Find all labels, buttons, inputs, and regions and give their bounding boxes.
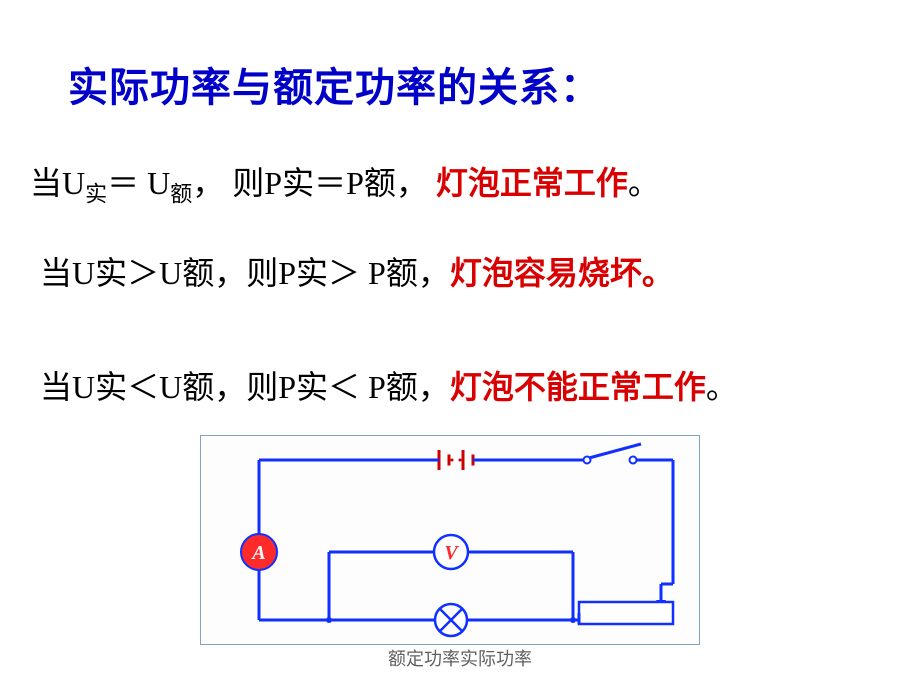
sub-shi: 实 xyxy=(85,181,107,206)
text: ＝ U xyxy=(107,165,170,201)
relation-line-less: 当U实＜U额，则P实＜ P额，灯泡不能正常工作。 xyxy=(40,362,738,408)
text: 。 xyxy=(628,165,660,201)
page-title: 实际功率与额定功率的关系： xyxy=(68,55,601,113)
text: ， 则P实＝P额， xyxy=(192,165,436,201)
text: 当U实＜U额，则P实＜ P额， xyxy=(40,369,450,405)
text: 当U xyxy=(30,165,85,201)
circuit-diagram: AV xyxy=(200,435,700,645)
consequence: 灯泡正常工作 xyxy=(436,165,628,201)
text: 。 xyxy=(706,369,738,405)
svg-text:V: V xyxy=(444,542,459,564)
circuit-svg: AV xyxy=(201,436,701,646)
svg-text:A: A xyxy=(250,542,265,564)
sub-e: 额 xyxy=(170,181,192,206)
consequence: 灯泡容易烧坏。 xyxy=(450,255,674,291)
text: 当U实＞U额，则P实＞ P额， xyxy=(40,255,450,291)
consequence: 灯泡不能正常工作 xyxy=(450,369,706,405)
relation-line-greater: 当U实＞U额，则P实＞ P额，灯泡容易烧坏。 xyxy=(40,248,674,294)
slide-caption: 额定功率实际功率 xyxy=(0,645,920,671)
relation-line-equal: 当U实＝ U额， 则P实＝P额， 灯泡正常工作。 xyxy=(30,158,660,208)
